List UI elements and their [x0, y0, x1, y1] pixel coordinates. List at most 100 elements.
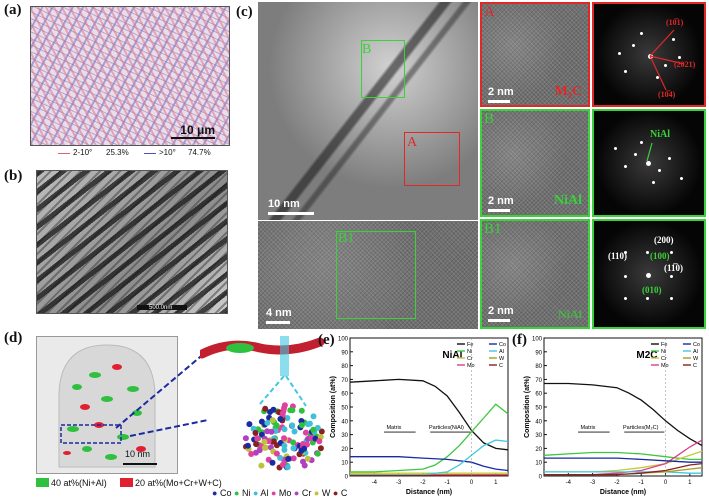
- m2c-profile-x-tick-label: 1: [688, 480, 692, 486]
- fft-index: (010): [642, 285, 662, 295]
- atom: [304, 455, 311, 462]
- atom: [264, 419, 271, 426]
- nial-profile-x-tick-label: -2: [420, 480, 426, 486]
- atom: [281, 402, 288, 409]
- atom: [277, 454, 284, 461]
- nial-profile-series-fe: [349, 378, 509, 451]
- atom: [310, 413, 317, 420]
- nial-profile-y-tick-label: 30: [341, 433, 348, 439]
- element-ni: Ni: [241, 488, 251, 498]
- legend-fraction-high: 74.7%: [188, 148, 211, 157]
- nial-profile-y-tick-label: 40: [341, 419, 348, 425]
- m2c-profile-y-tick-label: 20: [535, 447, 542, 453]
- scale-bar: [488, 319, 510, 322]
- legend-swatch-nial: [36, 478, 49, 487]
- m2c-profile-x-tick-label: -1: [639, 480, 645, 486]
- legend-line-high: [144, 153, 156, 154]
- nial-profile-series-co: [350, 456, 509, 472]
- fft-index: (2021): [674, 60, 696, 69]
- scale-bar: [488, 100, 510, 103]
- nial-profile-legend-label: Al: [499, 349, 504, 355]
- legend-range-high: >10°: [159, 148, 176, 157]
- atom: [285, 455, 292, 462]
- nial-profile-annotation-particles: Particles(NiAl): [429, 425, 464, 431]
- scale-bar: [137, 305, 187, 310]
- atom: [279, 461, 286, 468]
- atom: [290, 455, 297, 462]
- element-co: Co: [219, 488, 232, 498]
- nial-profile-x-tick-label: 0: [470, 480, 474, 486]
- fft-pattern-b: NiAl: [592, 109, 706, 217]
- m2c-profile-series-co: [544, 457, 702, 463]
- atom: [289, 422, 296, 429]
- phase-label-nial: NiAl: [554, 193, 582, 208]
- atom: [306, 420, 313, 427]
- m2c-profile-y-axis-label: Composition (at%): [524, 376, 531, 438]
- m2c-profile-x-tick-label: -4: [566, 480, 572, 486]
- legend-line-low: [58, 153, 70, 154]
- m2c-profile-annotation-particles: Particles(M₂C): [623, 425, 659, 431]
- atom: [284, 415, 291, 421]
- box-b1: [336, 231, 416, 319]
- nial-profile-y-tick-label: 0: [345, 475, 349, 481]
- m2c-profile-y-tick-label: 90: [535, 350, 542, 356]
- nial-profile-annotation-matrix: Matrix: [386, 425, 401, 431]
- nial-profile-y-tick-label: 80: [341, 364, 348, 370]
- nial-profile-y-tick-label: 70: [341, 378, 348, 384]
- atom: [298, 407, 305, 414]
- fft-index: (11̅0): [664, 263, 683, 273]
- atom: [268, 428, 275, 435]
- m2c-profile-legend-label: Mo: [661, 363, 669, 369]
- atom: [252, 430, 259, 436]
- atom: [300, 441, 306, 447]
- element-c: C: [340, 488, 348, 498]
- panel-a-label: (a): [4, 2, 22, 18]
- atom: [317, 445, 324, 452]
- nial-profile-series-ni: [350, 403, 509, 473]
- phase-label-nial: NiAl: [558, 307, 582, 321]
- ebsd-map: 10 μm: [30, 6, 230, 146]
- scale-text: 2 nm: [488, 305, 514, 317]
- m2c-profile-legend-label: Fe: [661, 342, 667, 348]
- atom: [314, 424, 321, 431]
- m2c-profile-annotation-matrix: Matrix: [580, 425, 595, 431]
- nial-profile-legend-label: Co: [499, 342, 506, 348]
- atom: [264, 428, 271, 435]
- nial-profile-y-tick-label: 60: [341, 392, 348, 398]
- atom: [270, 438, 277, 445]
- atom: [290, 439, 297, 446]
- atom: [314, 450, 321, 457]
- hrtem-main-image: B A 10 nm: [258, 2, 478, 220]
- atom: [273, 450, 280, 457]
- atom: [291, 428, 298, 435]
- composition-profile-m2c: 0 10 20 30 40 50 60 70 80 90 100 -4 -3 -2 -1 0 1 Distance…: [524, 337, 703, 496]
- atom: [302, 429, 309, 436]
- scale-text: 10 nm: [268, 198, 300, 210]
- legend-fraction-low: 25.3%: [106, 148, 129, 157]
- m2c-profile-plot-frame: [543, 337, 703, 477]
- nial-profile-y-tick-label: 90: [341, 350, 348, 356]
- box-b-label: B: [362, 42, 372, 57]
- atom: [261, 438, 268, 445]
- m2c-profile-y-tick-label: 60: [535, 392, 542, 398]
- atom: [246, 421, 253, 428]
- m2c-profile-legend-label: Al: [693, 349, 698, 355]
- panel-b-label: (b): [4, 168, 23, 184]
- atom: [256, 447, 263, 454]
- nial-profile-x-axis-label: Distance (nm): [406, 489, 452, 496]
- nial-profile-legend-label: Mo: [467, 363, 475, 369]
- m2c-profile-x-tick-label: -2: [614, 480, 620, 486]
- m2c-profile-y-tick-label: 70: [535, 378, 542, 384]
- m2c-profile-y-tick-label: 50: [535, 406, 542, 412]
- nial-profile-x-tick-label: 1: [494, 480, 498, 486]
- fft-index: (10̅1): [666, 18, 684, 27]
- nial-profile-legend-label: Ni: [467, 349, 472, 355]
- atom: [281, 442, 288, 449]
- m2c-profile-y-tick-label: 100: [532, 337, 543, 343]
- m2c-profile-legend-label: C: [693, 363, 697, 369]
- atom: [261, 444, 268, 451]
- nial-profile-legend-label: Cr: [467, 356, 473, 362]
- tem-bright-field-image: 500.0nm: [36, 170, 228, 314]
- m2c-profile-x-axis-label: Distance (nm): [600, 489, 646, 496]
- zoom-b1-label: B1: [484, 221, 502, 237]
